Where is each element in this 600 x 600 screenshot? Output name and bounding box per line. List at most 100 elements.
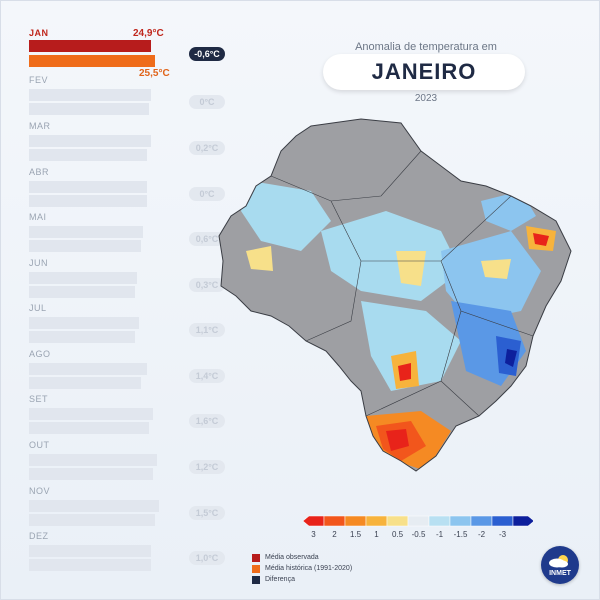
observed-bar bbox=[29, 317, 139, 329]
scale-segment bbox=[512, 515, 533, 527]
month-label: DEZ bbox=[29, 531, 49, 541]
map-subtitle: Anomalia de temperatura em bbox=[355, 41, 497, 53]
month-label: AGO bbox=[29, 349, 51, 359]
brazil-anomaly-map bbox=[218, 118, 572, 472]
extreme-cool-area bbox=[505, 349, 517, 367]
month-title-card: JANEIRO bbox=[323, 54, 525, 90]
historical-bar bbox=[29, 331, 135, 343]
historical-bar bbox=[29, 559, 151, 571]
month-label: MAR bbox=[29, 121, 51, 131]
legend-swatch bbox=[252, 564, 260, 573]
historical-bar bbox=[29, 377, 141, 389]
weak-cool-area bbox=[361, 301, 461, 391]
legend-item-difference: Diferença bbox=[252, 574, 352, 585]
legend-swatch bbox=[252, 553, 260, 562]
scale-segment bbox=[323, 515, 346, 527]
difference-pill: 1,6°C bbox=[189, 414, 225, 428]
historical-bar bbox=[29, 422, 149, 434]
scale-segment bbox=[407, 515, 430, 527]
inmet-logo: INMET bbox=[541, 546, 579, 584]
scale-label: 1 bbox=[374, 530, 379, 539]
difference-pill: -0,6°C bbox=[189, 47, 225, 61]
observed-bar bbox=[29, 89, 151, 101]
month-row-abr: ABR 0°C bbox=[29, 167, 225, 207]
month-row-mai: MAI 0,6°C bbox=[29, 212, 225, 252]
scale-label: -1.5 bbox=[453, 530, 468, 539]
scale-segment bbox=[344, 515, 367, 527]
historical-bar bbox=[29, 468, 153, 480]
legend-item-observed: Média observada bbox=[252, 552, 352, 563]
country-outline bbox=[218, 118, 572, 472]
observed-bar bbox=[29, 40, 151, 52]
scale-label: 3 bbox=[311, 530, 316, 539]
observed-bar bbox=[29, 408, 153, 420]
difference-pill: 1,4°C bbox=[189, 369, 225, 383]
month-row-jul: JUL 1,1°C bbox=[29, 303, 225, 343]
month-label: NOV bbox=[29, 486, 51, 496]
month-label: FEV bbox=[29, 75, 49, 85]
strong-warm-area bbox=[533, 233, 549, 246]
very-strong-warm-area bbox=[386, 429, 409, 451]
legend: Média observada Média histórica (1991-20… bbox=[252, 552, 352, 585]
month-label: JAN bbox=[29, 28, 49, 38]
strong-warm-area bbox=[398, 363, 411, 381]
scale-label: -0.5 bbox=[411, 530, 426, 539]
scale-label: -3 bbox=[498, 530, 507, 539]
observed-bar bbox=[29, 454, 157, 466]
observed-bar bbox=[29, 181, 147, 193]
scale-segment bbox=[428, 515, 451, 527]
difference-pill: 1,2°C bbox=[189, 460, 225, 474]
weather-icon bbox=[549, 555, 568, 568]
historical-bar bbox=[29, 514, 155, 526]
scale-label: 1.5 bbox=[349, 530, 362, 539]
difference-pill: 0,6°C bbox=[189, 232, 225, 246]
difference-pill: 1,1°C bbox=[189, 323, 225, 337]
scale-segment bbox=[303, 515, 325, 527]
legend-label: Média observada bbox=[265, 554, 319, 561]
month-row-nov: NOV 1,5°C bbox=[29, 486, 225, 526]
observed-bar bbox=[29, 500, 159, 512]
scale-label: -1 bbox=[435, 530, 444, 539]
historical-bar bbox=[29, 103, 149, 115]
weak-warm-area bbox=[246, 246, 273, 271]
observed-bar bbox=[29, 135, 151, 147]
legend-item-historical: Média histórica (1991-2020) bbox=[252, 563, 352, 574]
month-label: OUT bbox=[29, 440, 50, 450]
weak-cool-area bbox=[321, 211, 461, 301]
month-row-out: OUT 1,2°C bbox=[29, 440, 225, 480]
state-borders bbox=[270, 150, 534, 417]
month-label: MAI bbox=[29, 212, 47, 222]
historical-bar bbox=[29, 286, 135, 298]
month-row-jan: JAN 24,9°C 25,5°C -0,6°C bbox=[29, 28, 225, 79]
scale-segment bbox=[386, 515, 409, 527]
scale-segment bbox=[365, 515, 388, 527]
month-label: JUN bbox=[29, 258, 48, 268]
scale-segment bbox=[470, 515, 493, 527]
weak-warm-area bbox=[396, 251, 426, 286]
historical-bar bbox=[29, 55, 155, 67]
legend-label: Diferença bbox=[265, 576, 295, 583]
difference-pill: 0°C bbox=[189, 95, 225, 109]
scale-label: 0.5 bbox=[391, 530, 404, 539]
difference-pill: 0,3°C bbox=[189, 278, 225, 292]
legend-swatch bbox=[252, 575, 260, 584]
scale-label: 2 bbox=[332, 530, 337, 539]
month-label: SET bbox=[29, 394, 49, 404]
month-label: ABR bbox=[29, 167, 50, 177]
difference-pill: 0°C bbox=[189, 187, 225, 201]
color-scale-bar bbox=[303, 515, 533, 527]
historical-value: 25,5°C bbox=[139, 68, 170, 79]
month-label: JUL bbox=[29, 303, 47, 313]
difference-pill: 1,5°C bbox=[189, 506, 225, 520]
difference-pill: 1,0°C bbox=[189, 551, 225, 565]
month-row-fev: FEV 0°C bbox=[29, 75, 225, 115]
weak-cool-area bbox=[241, 181, 331, 251]
observed-bar bbox=[29, 545, 151, 557]
observed-bar bbox=[29, 363, 147, 375]
observed-bar bbox=[29, 272, 137, 284]
difference-pill: 0,2°C bbox=[189, 141, 225, 155]
weak-warm-area bbox=[481, 259, 511, 279]
historical-bar bbox=[29, 195, 147, 207]
color-scale-labels: 3 2 1.5 1 0.5 -0.5 -1 -1.5 -2 -3 bbox=[303, 530, 533, 542]
